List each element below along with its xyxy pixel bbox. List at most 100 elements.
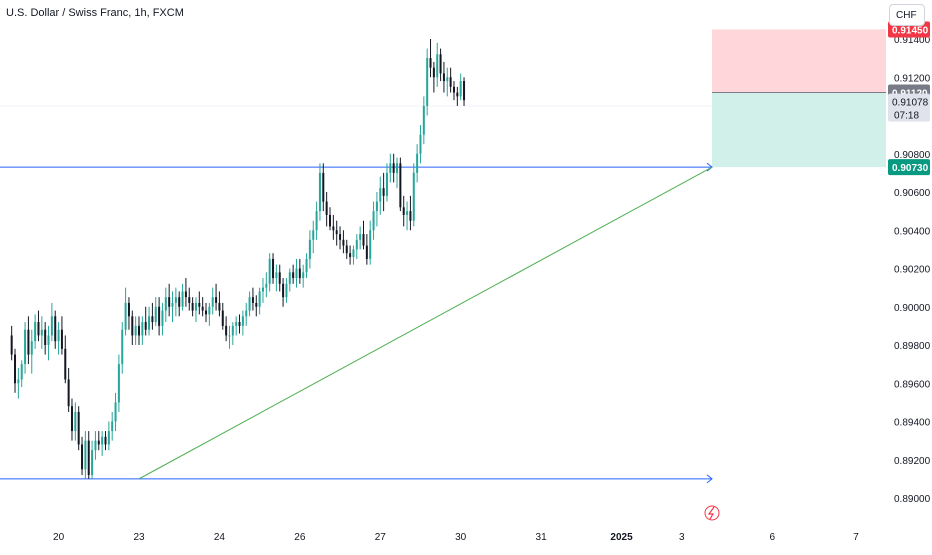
candle-body [47,335,50,345]
candle-body [449,77,452,87]
price-tick-label: 0.89200 [894,456,931,467]
candle-body [30,341,33,355]
candle-body [14,354,17,384]
symbol-title: U.S. Dollar / Swiss Franc, 1h, FXCM [6,7,184,19]
candle-body [124,302,127,330]
candle-body [27,329,30,355]
price-tick-label: 0.91400 [894,35,931,46]
candle-body [154,306,157,323]
candle-body [221,310,224,326]
time-tick-label: 27 [375,532,387,543]
candle-body [184,291,187,298]
stop-zone [712,29,886,93]
candle-body [137,325,141,336]
time-tick-label: 2025 [610,532,633,543]
candle-body [389,163,392,173]
time-tick-label: 20 [53,532,65,543]
candle-body [127,302,130,317]
candle-body [265,283,268,288]
candle-body [255,302,258,307]
candle-body [151,316,154,323]
stop-price-label: 0.91450 [892,25,929,36]
last-price-label: 0.91078 [892,98,929,109]
candle-body [446,77,449,82]
candle-body [218,302,221,311]
price-tick-label: 0.90400 [894,226,931,237]
candle-body [295,268,298,279]
time-tick-label: 31 [536,532,548,543]
candle-body [161,310,164,326]
candle-body [396,163,399,173]
candle-body [261,287,264,292]
candle-body [392,163,395,173]
candle-body [325,201,328,215]
candle-body [50,316,53,336]
candle-body [282,283,285,298]
price-tick-label: 0.90800 [894,150,931,161]
countdown-label: 07:18 [894,111,919,122]
line-arrowhead [706,474,713,484]
candle-body [141,322,144,336]
candle-body [40,329,43,336]
price-tick-label: 0.90200 [894,265,931,276]
candle-body [74,411,77,432]
candle-body [94,440,97,451]
candle-body [315,211,318,231]
candle-body [369,230,372,259]
candle-body [84,440,87,470]
candle-body [44,329,47,345]
time-tick-label: 23 [133,532,145,543]
candle-body [70,406,73,432]
trendline[interactable] [138,166,713,480]
candle-body [308,239,311,259]
candle-body [107,431,110,445]
candle-body [17,379,20,384]
candle-body [268,258,271,284]
lightning-icon-bolt [707,506,715,520]
candle-body [245,310,248,317]
candle-body [382,188,385,196]
candle-body [429,58,432,68]
candle-body [87,440,90,476]
time-tick-label: 3 [679,532,685,543]
candle-body [342,239,345,246]
price-tick-label: 0.89400 [894,418,931,429]
currency-button[interactable]: CHF [889,4,925,26]
candle-body [188,297,191,303]
candle-body [205,310,208,315]
candle-body [305,258,308,273]
candle-body [292,272,295,279]
candle-body [288,272,291,284]
candle-body [181,291,184,307]
candle-body [64,348,67,380]
candle-body [432,67,435,78]
candles [10,39,466,479]
drawing-lines[interactable] [0,162,713,484]
candle-body [174,297,177,303]
candle-body [409,211,412,221]
lightning-icon[interactable] [704,505,720,521]
candle-body [285,283,288,298]
candle-body [121,329,124,365]
price-tick-label: 0.90000 [894,303,931,314]
candle-body [416,153,419,173]
time-tick-label: 7 [853,532,859,543]
candle-body [318,172,321,212]
candle-body [251,297,254,303]
candle-body [24,329,27,365]
candle-body [402,207,405,215]
candle-body [134,325,137,336]
candle-body [168,297,171,307]
candle-body [101,436,104,445]
candle-body [459,81,462,97]
candle-body [359,234,362,240]
candle-body [258,291,261,307]
candle-body [349,253,352,258]
candle-body [91,450,94,476]
candle-body [10,335,13,355]
price-tick-label: 0.91200 [894,73,931,84]
candle-body [422,105,425,135]
time-tick-label: 6 [770,532,776,543]
